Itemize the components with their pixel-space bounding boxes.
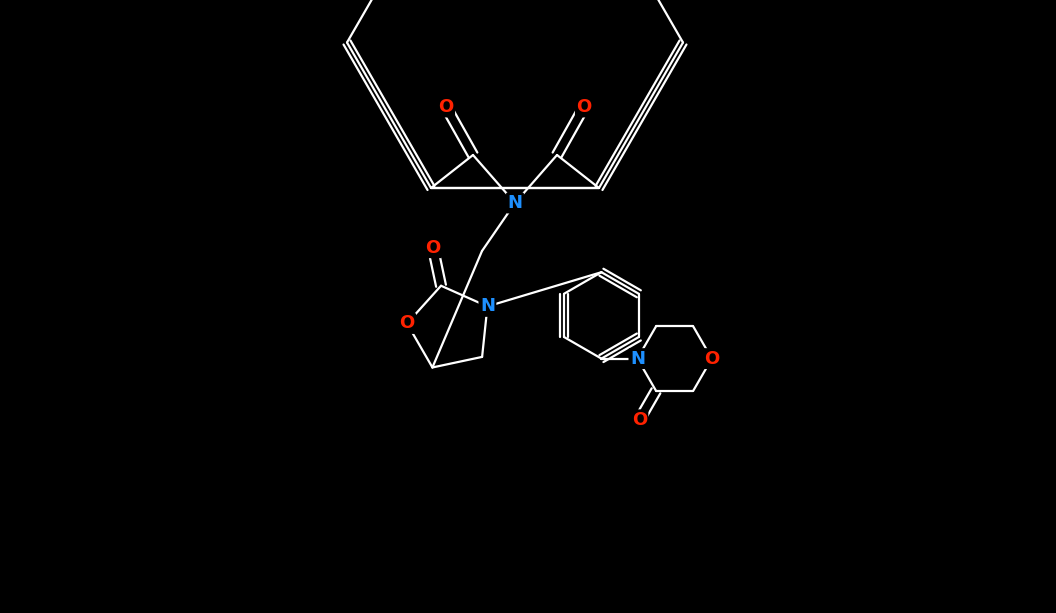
Text: N: N (630, 349, 645, 368)
Text: N: N (508, 194, 523, 212)
Text: O: O (577, 98, 591, 116)
Text: O: O (399, 314, 415, 332)
Text: O: O (426, 238, 440, 257)
Text: O: O (704, 349, 719, 368)
Text: O: O (438, 98, 454, 116)
Text: N: N (479, 297, 495, 316)
Text: O: O (631, 411, 647, 429)
